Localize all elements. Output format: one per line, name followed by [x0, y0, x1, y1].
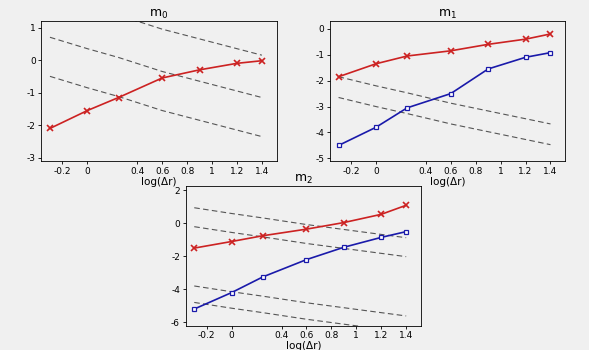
Title: m$_0$: m$_0$ — [150, 8, 168, 21]
X-axis label: log(Δr): log(Δr) — [286, 342, 321, 350]
X-axis label: log(Δr): log(Δr) — [141, 177, 177, 187]
X-axis label: log(Δr): log(Δr) — [430, 177, 465, 187]
Title: m$_1$: m$_1$ — [438, 8, 457, 21]
Title: m$_2$: m$_2$ — [294, 173, 313, 186]
